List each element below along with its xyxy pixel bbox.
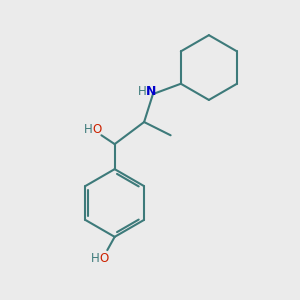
Text: H: H: [91, 252, 100, 265]
Text: O: O: [92, 123, 102, 136]
Text: H: H: [84, 123, 93, 136]
Text: O: O: [100, 252, 109, 265]
Text: N: N: [146, 85, 157, 98]
Text: H: H: [138, 85, 147, 98]
